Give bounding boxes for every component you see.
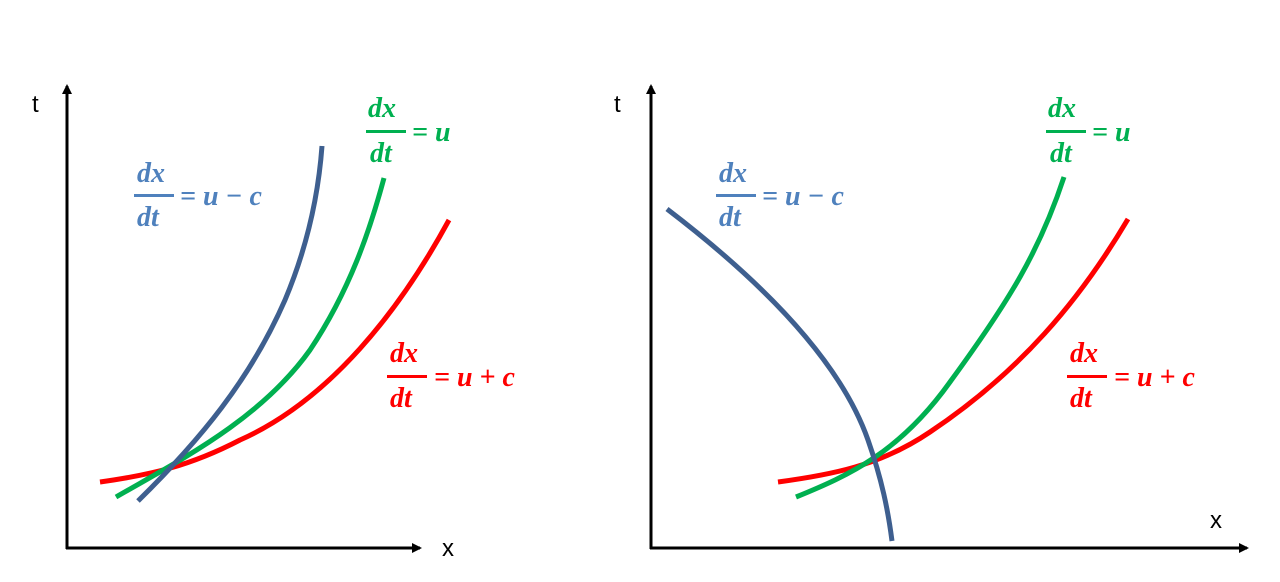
denominator: dt: [719, 202, 742, 233]
curve-u-plus-c: [777, 217, 1131, 485]
curve-u-minus-c: [136, 145, 325, 503]
numerator: dx: [1048, 93, 1076, 124]
curve-u-plus-c: [99, 218, 452, 485]
rhs: = u + c: [434, 362, 515, 393]
label-u-minus-c: dx dt = u − c: [716, 158, 844, 233]
t-axis-label: t: [614, 91, 621, 118]
numerator: dx: [368, 93, 396, 124]
rhs: = u: [1092, 117, 1131, 148]
x-axis-label: x: [1210, 507, 1222, 534]
label-u-plus-c: dx dt = u + c: [387, 338, 515, 414]
rhs: = u − c: [180, 181, 262, 212]
rhs: = u: [412, 117, 451, 148]
denominator: dt: [370, 138, 393, 169]
left-panel: t x dx dt = u − c dx dt = u dx dt = u + …: [32, 84, 515, 562]
denominator: dt: [1070, 383, 1093, 414]
label-u: dx dt = u: [1046, 93, 1131, 169]
right-panel: t x dx dt = u − c dx dt = u dx dt = u + …: [614, 84, 1249, 553]
rhs: = u − c: [762, 181, 844, 212]
denominator: dt: [390, 383, 413, 414]
t-axis-label: t: [32, 91, 39, 118]
label-u-minus-c: dx dt = u − c: [134, 158, 262, 233]
numerator: dx: [719, 158, 747, 189]
denominator: dt: [137, 202, 160, 233]
numerator: dx: [137, 158, 165, 189]
numerator: dx: [1070, 338, 1098, 369]
rhs: = u + c: [1114, 362, 1195, 393]
curve-u: [795, 176, 1067, 500]
label-u-plus-c: dx dt = u + c: [1067, 338, 1195, 414]
label-u: dx dt = u: [366, 93, 451, 169]
x-axis-label: x: [442, 535, 454, 562]
curve-u-minus-c: [665, 207, 895, 542]
denominator: dt: [1050, 138, 1073, 169]
numerator: dx: [390, 338, 418, 369]
